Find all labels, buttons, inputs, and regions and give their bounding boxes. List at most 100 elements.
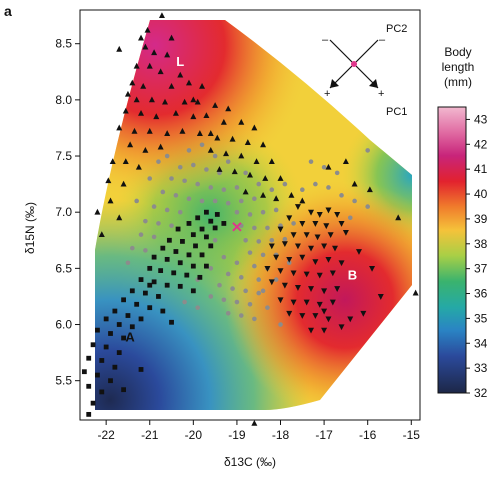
- data-point-triangle-up: [199, 82, 206, 89]
- data-point-triangle-down: [325, 256, 332, 263]
- data-point-circle: [160, 189, 166, 195]
- data-point-triangle-up: [325, 163, 332, 170]
- y-tick-label: 7.5: [55, 149, 72, 163]
- data-point-triangle-down: [308, 286, 315, 292]
- data-point-triangle-up: [122, 158, 129, 165]
- data-point-square: [204, 209, 209, 215]
- pc-plus-right: +: [378, 88, 384, 100]
- data-point-circle: [199, 198, 205, 204]
- data-point-triangle-up: [220, 118, 227, 125]
- data-point-circle: [225, 271, 231, 277]
- data-point-square: [204, 234, 209, 240]
- data-point-circle: [212, 153, 218, 159]
- data-point-triangle-down: [277, 297, 284, 304]
- data-point-circle: [230, 286, 235, 291]
- data-point-circle: [143, 218, 148, 224]
- data-point-triangle-up: [251, 124, 258, 131]
- data-point-triangle-down: [329, 270, 336, 277]
- data-point-triangle-down: [338, 324, 345, 331]
- data-point-triangle-up: [168, 34, 175, 41]
- y-axis-title: δ15N (‰): [23, 202, 37, 254]
- data-point-triangle-up: [151, 49, 158, 56]
- data-point-triangle-up: [225, 105, 232, 112]
- data-point-square: [108, 331, 113, 336]
- data-point-triangle-down: [369, 265, 376, 272]
- data-point-triangle-up: [142, 147, 149, 153]
- data-point-triangle-down: [312, 259, 319, 266]
- data-point-circle: [256, 181, 262, 187]
- data-point-triangle-up: [94, 208, 101, 215]
- pc1-label: PC1: [386, 106, 407, 118]
- data-point-square: [147, 282, 153, 288]
- data-point-triangle-down: [290, 232, 297, 239]
- data-point-triangle-up: [268, 158, 275, 165]
- centroid-marker: [232, 222, 242, 232]
- colorbar-gradient: [437, 106, 467, 394]
- data-point-circle: [260, 209, 266, 215]
- data-point-triangle-down: [325, 316, 332, 323]
- data-point-triangle-down: [321, 327, 328, 334]
- data-point-triangle-down: [286, 256, 293, 263]
- data-point-circle: [217, 282, 222, 288]
- data-point-triangle-up: [351, 180, 358, 187]
- x-tick-label: -19: [228, 428, 246, 442]
- data-point-square: [193, 243, 198, 249]
- data-point-square: [90, 400, 96, 406]
- data-point-triangle-up: [262, 175, 269, 181]
- data-point-circle: [243, 288, 248, 294]
- data-point-triangle-up: [146, 62, 153, 69]
- data-point-triangle-down: [299, 221, 306, 227]
- data-point-circle: [134, 198, 139, 204]
- colorbar-ticks: 43 42 41 40 39 38 37 36 35 34 33 32: [466, 112, 488, 400]
- data-point-square: [138, 277, 144, 282]
- data-point-triangle-up: [207, 147, 214, 153]
- data-point-square: [90, 342, 96, 348]
- data-point-triangle-down: [290, 299, 297, 306]
- pc1-arrowhead-icon: [369, 79, 378, 88]
- data-point-triangle-up: [116, 214, 123, 221]
- data-point-triangle-up: [288, 191, 295, 198]
- data-point-circle: [321, 164, 327, 170]
- data-point-circle: [151, 204, 157, 209]
- data-point-triangle-down: [316, 272, 323, 279]
- data-point-triangle-down: [314, 234, 321, 241]
- data-point-triangle-down: [334, 212, 341, 218]
- data-point-square: [160, 245, 166, 251]
- data-point-square: [81, 369, 87, 375]
- data-point-circle: [247, 250, 253, 255]
- data-point-triangle-up: [172, 109, 179, 116]
- data-point-triangle-down: [294, 243, 301, 250]
- data-point-square: [108, 378, 113, 384]
- data-point-triangle-down: [273, 254, 280, 261]
- data-point-square: [134, 301, 140, 307]
- plot-frame: [79, 9, 421, 421]
- data-point-circle: [260, 252, 266, 258]
- data-point-square: [171, 270, 177, 276]
- data-point-triangle-down: [332, 245, 338, 252]
- data-point-triangle-up: [177, 71, 184, 78]
- data-point-triangle-up: [260, 191, 267, 198]
- data-point-triangle-up: [148, 96, 155, 103]
- region-label-l: L: [176, 54, 184, 69]
- data-point-triangle-up: [273, 195, 280, 202]
- data-point-square: [156, 294, 161, 299]
- scatter-markers: [81, 12, 419, 426]
- data-point-circle: [182, 299, 187, 305]
- data-point-circle: [247, 302, 253, 307]
- data-point-circle: [191, 162, 196, 168]
- data-point-square: [86, 355, 92, 361]
- data-point-triangle-down: [316, 301, 323, 308]
- data-point-square: [86, 383, 92, 389]
- data-point-triangle-up: [129, 79, 136, 86]
- data-point-triangle-up: [133, 96, 140, 103]
- data-point-circle: [273, 277, 279, 282]
- data-point-circle: [225, 310, 231, 316]
- data-point-triangle-down: [329, 299, 336, 306]
- data-point-square: [184, 272, 190, 278]
- data-point-triangle-up: [277, 175, 284, 181]
- data-point-circle: [326, 185, 331, 190]
- data-point-circle: [225, 159, 231, 164]
- x-tick-label: -16: [359, 428, 377, 442]
- data-point-triangle-up: [214, 134, 221, 141]
- data-point-triangle-down: [308, 209, 315, 216]
